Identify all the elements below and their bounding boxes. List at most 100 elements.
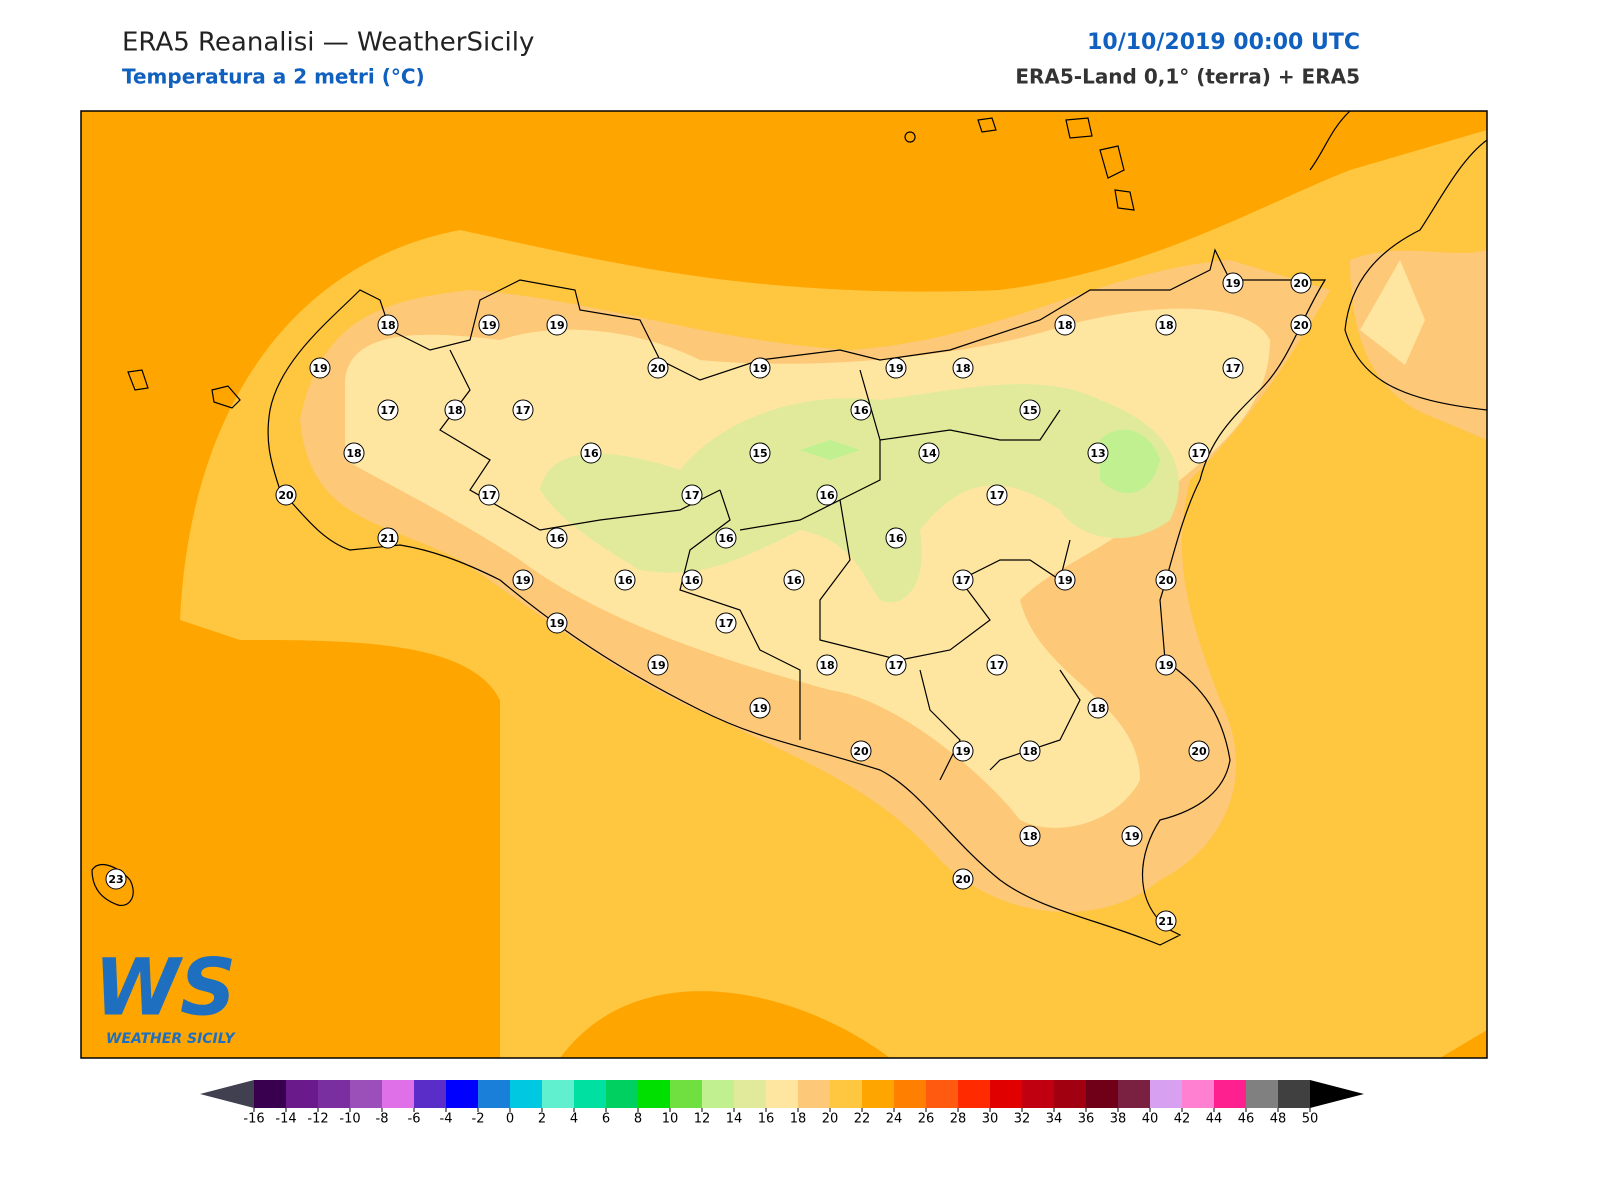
station-marker	[715, 527, 737, 549]
colorbar-tick-label: 34	[1046, 1112, 1063, 1127]
station-value: 19	[549, 319, 564, 332]
boundary	[1344, 139, 1487, 411]
colorbar-under	[200, 1080, 254, 1108]
station-value: 15	[752, 447, 767, 460]
colorbar-bin	[862, 1080, 894, 1108]
colorbar-tick-label: 10	[662, 1112, 679, 1127]
colorbar: -16 -14 -12 -10 -8 -6 -4 -2 0 2 4 6 8 10 12 14 16 18 20 22 2…	[200, 1080, 1364, 1127]
colorbar-bin	[1278, 1080, 1310, 1108]
colorbar-bin	[510, 1080, 542, 1108]
colorbar-tick-label: 44	[1206, 1112, 1223, 1127]
station-value: 18	[955, 362, 970, 375]
station-marker	[1019, 825, 1041, 847]
station-value: 17	[955, 574, 970, 587]
colorbar-tick-label: 4	[570, 1112, 578, 1127]
station-value: 18	[1057, 319, 1072, 332]
colorbar-bin	[414, 1080, 446, 1108]
colorbar-bin	[702, 1080, 734, 1108]
station-marker	[377, 527, 399, 549]
colorbar-bin	[1182, 1080, 1214, 1108]
station-marker	[343, 442, 365, 464]
station-marker	[309, 357, 331, 379]
station-value: 17	[380, 404, 395, 417]
colorbar-bin	[670, 1080, 702, 1108]
boundary	[1065, 117, 1093, 139]
colorbar-bin	[1246, 1080, 1278, 1108]
colorbar-bin	[350, 1080, 382, 1108]
contour-area	[540, 384, 1179, 603]
boundary	[904, 131, 916, 143]
boundary	[1309, 111, 1351, 171]
station-marker	[1155, 314, 1177, 336]
boundary	[1099, 145, 1125, 179]
station-marker	[918, 442, 940, 464]
colorbar-tick-label: -2	[472, 1112, 485, 1127]
colorbar-tick-label: 0	[506, 1112, 514, 1127]
colorbar-tick-label: -12	[307, 1112, 328, 1127]
station-value: 16	[786, 574, 802, 587]
station-value: 16	[853, 404, 869, 417]
station-value: 16	[684, 574, 700, 587]
station-marker	[647, 357, 669, 379]
source: ERA5-Land 0,1° (terra) + ERA5	[1015, 65, 1360, 89]
station-marker	[1290, 314, 1312, 336]
station-marker	[1019, 740, 1041, 762]
station-marker	[1087, 697, 1109, 719]
colorbar-bin	[254, 1080, 286, 1108]
station-value: 19	[549, 617, 564, 630]
station-value: 14	[921, 447, 937, 460]
station-marker	[952, 868, 974, 890]
colorbar-tick-label: 50	[1302, 1112, 1319, 1127]
colorbar-tick-label: 2	[538, 1112, 546, 1127]
colorbar-bin	[1214, 1080, 1246, 1108]
station-value: 20	[1191, 745, 1207, 758]
station-marker	[377, 399, 399, 421]
colorbar-bin	[1054, 1080, 1086, 1108]
station-marker	[1121, 825, 1143, 847]
colorbar-over	[1310, 1080, 1364, 1108]
colorbar-bin	[638, 1080, 670, 1108]
station-value: 18	[380, 319, 395, 332]
station-value: 19	[752, 362, 767, 375]
colorbar-bin	[894, 1080, 926, 1108]
station-value: 13	[1090, 447, 1105, 460]
station-marker	[850, 399, 872, 421]
station-value: 18	[1090, 702, 1105, 715]
station-marker	[986, 484, 1008, 506]
station-value: 17	[888, 659, 903, 672]
colorbar-bin	[830, 1080, 862, 1108]
boundary	[977, 117, 997, 133]
boundary	[127, 369, 149, 391]
station-value: 17	[718, 617, 733, 630]
colorbar-bin	[1086, 1080, 1118, 1108]
boundary	[819, 499, 1071, 661]
colorbar-tick-label: 46	[1238, 1112, 1255, 1127]
colorbar-tick-label: 12	[694, 1112, 711, 1127]
colorbar-bin	[798, 1080, 830, 1108]
station-marker	[105, 868, 127, 890]
station-marker	[816, 484, 838, 506]
station-marker	[478, 314, 500, 336]
station-marker	[1222, 272, 1244, 294]
station-marker	[377, 314, 399, 336]
colorbar-bin	[990, 1080, 1022, 1108]
station-value: 19	[515, 574, 530, 587]
boundary	[1114, 189, 1135, 211]
station-marker	[478, 484, 500, 506]
station-marker	[1087, 442, 1109, 464]
station-value: 20	[650, 362, 666, 375]
colorbar-bin	[926, 1080, 958, 1108]
colorbar-bin	[574, 1080, 606, 1108]
station-value: 19	[1057, 574, 1072, 587]
colorbar-tick-label: 14	[726, 1112, 743, 1127]
station-marker	[850, 740, 872, 762]
station-value: 20	[1293, 319, 1309, 332]
colorbar-bin	[478, 1080, 510, 1108]
station-marker	[749, 357, 771, 379]
station-marker	[885, 357, 907, 379]
station-value: 16	[718, 532, 734, 545]
station-value: 20	[1158, 574, 1174, 587]
station-value: 20	[1293, 277, 1309, 290]
station-marker	[1054, 569, 1076, 591]
boundary	[919, 669, 961, 781]
